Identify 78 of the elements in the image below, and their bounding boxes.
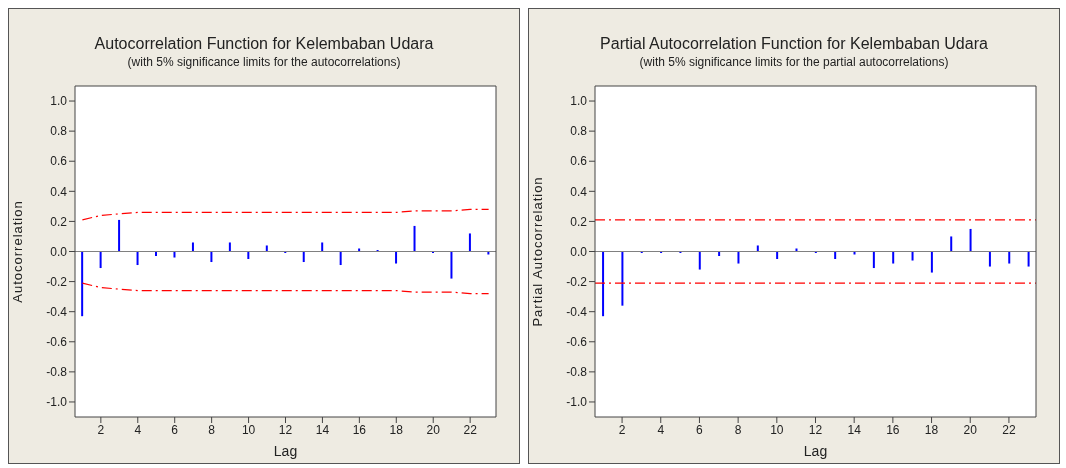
x-tick-label: 12 bbox=[278, 422, 293, 437]
bar bbox=[892, 251, 895, 264]
bar bbox=[302, 251, 305, 263]
x-tick-label: 14 bbox=[315, 422, 330, 437]
y-tick-label: 1.0 bbox=[50, 94, 68, 109]
x-tick-label: 22 bbox=[463, 422, 478, 437]
bar bbox=[395, 251, 398, 264]
y-tick-label: -0.2 bbox=[46, 274, 68, 289]
y-axis-title: Autocorrelation bbox=[9, 200, 25, 303]
x-axis-title: Lag bbox=[273, 443, 298, 459]
y-tick-label: -0.6 bbox=[46, 335, 68, 350]
x-tick-label: 12 bbox=[808, 422, 823, 437]
x-tick-label: 16 bbox=[886, 422, 900, 437]
bar bbox=[99, 251, 102, 269]
x-tick-label: 20 bbox=[426, 422, 441, 437]
bar bbox=[930, 251, 933, 273]
bar bbox=[698, 251, 701, 270]
bar bbox=[118, 219, 121, 252]
y-tick-label: -0.4 bbox=[566, 304, 588, 319]
x-tick-label: 20 bbox=[963, 422, 978, 437]
y-tick-label: 0.8 bbox=[570, 124, 588, 139]
y-tick-label: 0.0 bbox=[570, 244, 588, 259]
y-axis-title: Partial Autocorrelation bbox=[529, 176, 545, 327]
x-tick-label: 10 bbox=[241, 422, 256, 437]
y-tick-label: 1.0 bbox=[570, 94, 588, 109]
y-tick-label: -0.8 bbox=[46, 365, 68, 380]
chart-subtitle: (with 5% significance limits for the partial autocorrelations) bbox=[638, 55, 950, 71]
x-tick-label: 6 bbox=[171, 422, 179, 437]
x-tick-label: 22 bbox=[1002, 422, 1016, 437]
bar bbox=[1008, 251, 1011, 264]
bar bbox=[621, 251, 624, 306]
chart-title: Partial Autocorrelation Function for Kelembaban Udara bbox=[599, 34, 989, 53]
bar bbox=[413, 225, 416, 252]
y-tick-label: -1.0 bbox=[566, 395, 588, 410]
y-tick-label: -0.6 bbox=[566, 335, 588, 350]
x-tick-label: 2 bbox=[97, 422, 105, 437]
chart-subtitle: (with 5% significance limits for the autocorrelations) bbox=[126, 55, 402, 71]
bar bbox=[969, 228, 972, 252]
x-tick-label: 2 bbox=[618, 422, 626, 437]
bar bbox=[210, 251, 213, 263]
line-series bbox=[81, 282, 490, 295]
bar bbox=[988, 251, 991, 267]
y-tick-label: -0.2 bbox=[566, 274, 588, 289]
y-tick-label: -1.0 bbox=[46, 395, 68, 410]
bar bbox=[872, 251, 875, 269]
x-axis-title: Lag bbox=[803, 443, 828, 459]
chart-title: Autocorrelation Function for Kelembaban Udara bbox=[93, 34, 435, 53]
y-tick-label: -0.4 bbox=[46, 304, 68, 319]
y-tick-label: 0.6 bbox=[50, 154, 68, 169]
bar bbox=[136, 251, 139, 266]
bar bbox=[81, 251, 84, 317]
x-tick-label: 4 bbox=[657, 422, 665, 437]
bar bbox=[1027, 251, 1030, 267]
x-tick-label: 4 bbox=[134, 422, 142, 437]
bar bbox=[450, 251, 453, 279]
x-tick-label: 8 bbox=[208, 422, 216, 437]
y-tick-label: 0.2 bbox=[570, 214, 588, 229]
x-tick-label: 10 bbox=[770, 422, 784, 437]
x-tick-label: 14 bbox=[847, 422, 862, 437]
bar bbox=[602, 251, 605, 317]
bar bbox=[950, 236, 953, 252]
bar bbox=[339, 251, 342, 266]
bar bbox=[911, 251, 914, 261]
y-tick-label: 0.4 bbox=[570, 184, 588, 199]
x-tick-label: 18 bbox=[924, 422, 939, 437]
y-tick-label: -0.8 bbox=[566, 365, 588, 380]
bar bbox=[468, 233, 471, 252]
bar bbox=[737, 251, 740, 264]
y-tick-label: 0.2 bbox=[50, 214, 68, 229]
y-tick-label: 0.6 bbox=[570, 154, 588, 169]
y-tick-label: 0.4 bbox=[50, 184, 68, 199]
x-tick-label: 6 bbox=[696, 422, 704, 437]
x-tick-label: 18 bbox=[389, 422, 404, 437]
y-tick-label: 0.8 bbox=[50, 124, 68, 139]
x-tick-label: 16 bbox=[352, 422, 367, 437]
y-tick-label: 0.0 bbox=[50, 244, 68, 259]
x-tick-label: 8 bbox=[734, 422, 742, 437]
line-series bbox=[81, 208, 490, 221]
